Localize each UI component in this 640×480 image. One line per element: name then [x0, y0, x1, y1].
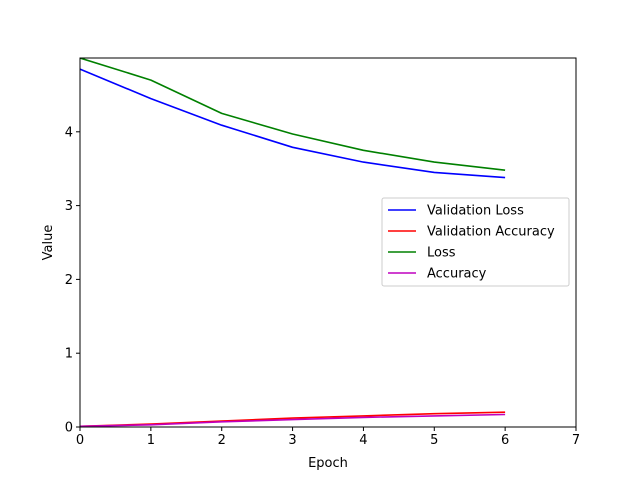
series-line-validation-loss — [80, 68, 506, 179]
y-axis-label: Value — [41, 225, 56, 261]
y-tick-label: 0 — [65, 421, 73, 436]
legend-entry: Validation Accuracy — [427, 225, 555, 240]
x-tick-label: 5 — [430, 433, 438, 448]
series-line-loss — [80, 58, 506, 171]
x-axis-ticks: 0 1 2 3 4 5 6 7 — [76, 427, 580, 448]
x-tick-label: 1 — [147, 433, 155, 448]
x-tick-label: 4 — [359, 433, 367, 448]
x-tick-label: 6 — [501, 433, 509, 448]
series-line-accuracy — [80, 413, 506, 427]
legend-entry: Validation Loss — [427, 204, 524, 219]
x-tick-label: 0 — [76, 433, 84, 448]
series-layer — [80, 58, 506, 427]
x-tick-label: 7 — [572, 433, 580, 448]
y-tick-label: 3 — [65, 199, 73, 214]
legend-entry: Loss — [427, 246, 456, 261]
plot-frame — [79, 57, 577, 428]
legend-box — [381, 197, 570, 287]
x-tick-label: 2 — [218, 433, 226, 448]
y-tick-label: 1 — [65, 347, 73, 362]
y-tick-label: 2 — [65, 273, 73, 288]
y-axis-ticks: 0 1 2 3 4 — [65, 125, 80, 436]
legend: Validation Loss Validation Accuracy Loss Ac… — [381, 197, 570, 287]
y-tick-label: 4 — [65, 125, 73, 140]
legend-entry: Accuracy — [427, 267, 487, 282]
x-axis-label: Epoch — [308, 456, 348, 471]
x-tick-label: 3 — [288, 433, 296, 448]
